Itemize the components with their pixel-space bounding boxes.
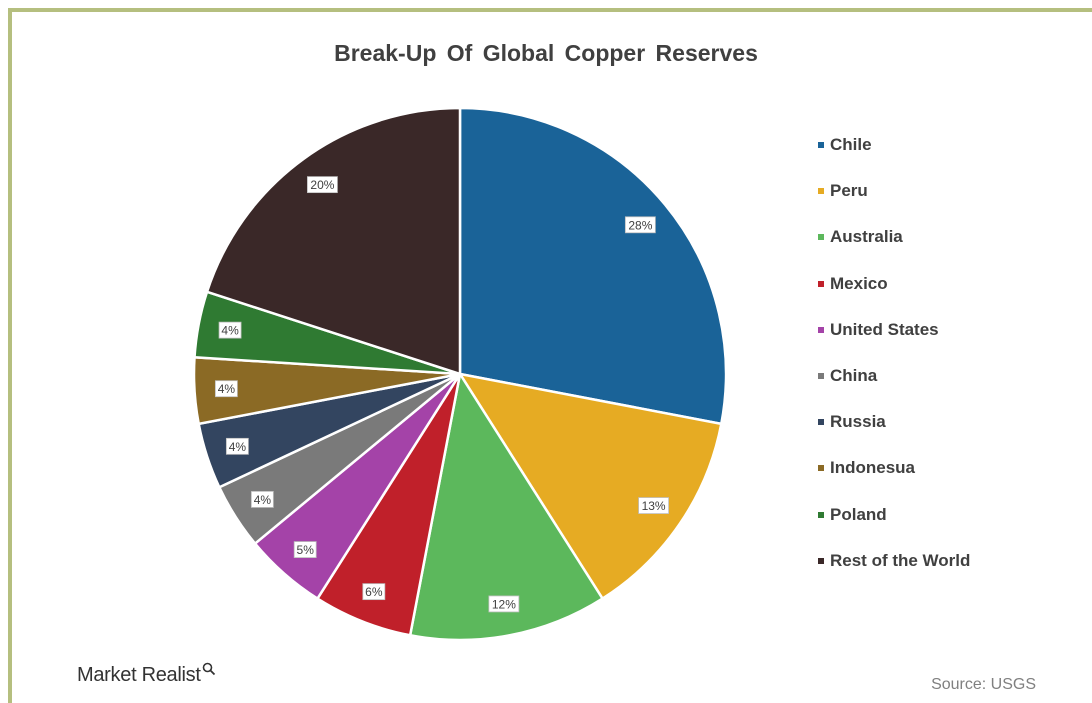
legend-item-russia: Russia [818,399,970,445]
svg-text:4%: 4% [218,382,236,396]
legend-swatch [818,234,824,241]
data-label-poland: 4% [218,321,242,339]
legend-item-united-states: United States [818,307,970,353]
legend-item-australia: Australia [818,214,970,260]
pie-slice-australia [408,370,605,642]
legend-label: China [830,366,878,386]
legend-item-chile: Chile [818,122,970,168]
magnifier-icon [202,662,215,676]
legend-swatch [818,557,824,564]
data-label-indonesua: 4% [214,380,238,398]
legend-item-rest-of-the-world: Rest of the World [818,538,970,584]
data-label-russia: 4% [225,437,249,455]
source-note: Source: USGS [931,676,1036,693]
legend-swatch [818,373,824,380]
legend-label: Rest of the World [830,550,971,570]
legend-label: Chile [830,135,872,155]
legend-swatch [818,511,824,518]
legend-swatch [818,188,824,195]
legend-label: Australia [830,227,903,247]
legend-item-mexico: Mexico [818,261,970,307]
legend-item-poland: Poland [818,492,970,538]
data-label-rest-of-the-world: 20% [307,176,338,194]
data-label-china: 4% [250,491,274,508]
pie-slice-chile [458,106,728,426]
svg-text:4%: 4% [221,324,239,338]
svg-text:4%: 4% [229,440,247,454]
svg-text:6%: 6% [365,585,383,599]
svg-text:5%: 5% [297,543,315,557]
svg-text:28%: 28% [628,218,652,232]
legend-swatch [818,142,824,149]
legend-swatch [818,280,824,287]
legend-label: Mexico [830,273,888,293]
legend-label: United States [830,319,939,339]
legend-label: Poland [830,504,887,524]
pie-slice-peru [457,372,723,601]
legend-swatch [818,465,824,472]
chart-legend: Chile Peru Australia Mexico United States Chi… [818,122,970,584]
legend-item-peru: Peru [818,168,970,214]
legend-label: Peru [830,181,868,201]
svg-text:12%: 12% [492,597,516,611]
svg-text:13%: 13% [642,499,666,513]
legend-swatch [818,326,824,333]
data-label-mexico: 6% [362,583,386,601]
legend-swatch [818,419,824,426]
data-label-united-states: 5% [293,541,317,558]
brand-logo: Market Realist [77,662,216,687]
pie-slice-rest-of-the-world [205,106,462,376]
brand-name: Market Realist [77,664,201,686]
legend-item-china: China [818,353,970,399]
legend-item-indonesua: Indonesua [818,445,970,491]
data-label-chile: 28% [624,216,656,234]
chart-title: Break-Up Of Global Copper Reserves [334,40,758,66]
legend-label: Russia [830,412,886,432]
legend-label: Indonesua [830,458,916,478]
svg-text:20%: 20% [310,178,334,192]
data-label-peru: 13% [638,497,670,514]
svg-text:4%: 4% [254,493,272,507]
data-label-australia: 12% [488,595,520,613]
